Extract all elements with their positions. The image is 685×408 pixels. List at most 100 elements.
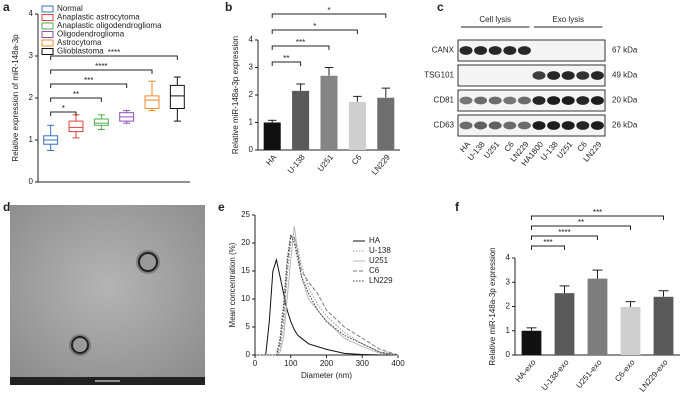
legend-label: U251 xyxy=(369,256,389,265)
significance-label: *** xyxy=(543,238,552,247)
significance-label: * xyxy=(327,6,330,15)
lane-label: U-138 xyxy=(466,139,487,162)
significance-bracket xyxy=(271,61,302,66)
band xyxy=(474,121,488,130)
significance-label: *** xyxy=(296,38,305,47)
band xyxy=(576,71,590,80)
y-tick-label: 10 xyxy=(241,294,250,303)
significance-label: *** xyxy=(593,208,602,217)
chart-panel: e 0 5 10 15 20 25 Mean concentration (%) 0 100 200… xyxy=(218,200,405,380)
x-tick-label: HA-exo xyxy=(514,357,538,384)
x-tick-label: LN229 xyxy=(370,152,392,176)
y-tick-label: 1 xyxy=(249,118,254,127)
legend-swatch xyxy=(41,31,54,38)
band xyxy=(459,46,473,55)
y-tick-label: 2 xyxy=(506,302,511,311)
y-tick-label: 0 xyxy=(29,177,34,186)
y-tick-label: 4 xyxy=(506,253,511,262)
y-tick-label: 0 xyxy=(249,145,254,154)
y-tick-label: 3 xyxy=(506,277,511,286)
bar xyxy=(348,101,366,150)
significance-bracket xyxy=(531,245,565,250)
band xyxy=(459,121,473,130)
y-tick-label: 5 xyxy=(246,322,251,331)
bar xyxy=(620,306,641,355)
x-tick-label: U-138-exo xyxy=(540,357,571,392)
group-label: Cell lysis xyxy=(479,15,511,24)
row-size: 67 kDa xyxy=(612,46,638,55)
box xyxy=(68,120,84,133)
band xyxy=(532,96,546,105)
x-tick-label: 300 xyxy=(356,359,370,368)
legend-label: HA xyxy=(369,236,381,245)
bar xyxy=(521,330,542,355)
band xyxy=(590,96,604,105)
band xyxy=(474,96,488,105)
scale-bar-label: 100 nm xyxy=(122,378,139,384)
x-tick-label: U251-exo xyxy=(574,357,604,390)
box xyxy=(93,118,109,126)
row-label: CANX xyxy=(432,46,455,55)
band xyxy=(488,121,502,130)
y-tick-label: 15 xyxy=(241,266,250,275)
x-tick-label: 200 xyxy=(320,359,334,368)
y-tick-label: 2 xyxy=(249,90,254,99)
blot-strip xyxy=(457,89,606,112)
y-tick-label: 3 xyxy=(249,63,254,72)
lane-label: U-138 xyxy=(539,139,560,162)
series-line xyxy=(255,257,398,356)
significance-bracket xyxy=(50,83,128,88)
blot-panel: c Cell lysis Exo lysis CANX 67 kDa TSG101 49 k… xyxy=(424,0,638,168)
group-label: Exo lysis xyxy=(552,15,584,24)
panel-letter: b xyxy=(225,0,232,14)
bar xyxy=(320,75,338,150)
legend-label: Anaplastic oligodendroglioma xyxy=(57,21,162,30)
micrograph-image xyxy=(10,205,205,385)
band xyxy=(488,46,502,55)
blot-strip xyxy=(457,39,606,62)
band xyxy=(517,121,531,130)
y-tick-label: 3 xyxy=(29,51,34,60)
y-axis-label: Mean concentration (%) xyxy=(228,242,237,327)
y-tick-label: 4 xyxy=(29,9,34,18)
significance-label: *** xyxy=(84,76,93,85)
legend-label: Normal xyxy=(57,4,83,13)
legend-label: U-138 xyxy=(369,246,391,255)
band xyxy=(474,46,488,55)
y-tick-label: 25 xyxy=(241,210,250,219)
box xyxy=(169,84,185,110)
x-tick-label: C6 xyxy=(350,152,364,166)
x-tick-label: LN229-exo xyxy=(638,357,670,393)
blot-strip xyxy=(457,64,606,87)
band xyxy=(488,96,502,105)
box xyxy=(144,95,160,110)
band xyxy=(547,121,561,130)
y-tick-label: 0 xyxy=(246,350,251,359)
micrograph-panel: d 100 nm xyxy=(3,200,205,385)
significance-bracket xyxy=(50,69,153,74)
y-axis-label: Relative miR-148a-3p expression xyxy=(231,36,240,154)
x-tick-label: 0 xyxy=(253,359,258,368)
legend-label: Astrocytoma xyxy=(57,38,102,47)
row-size: 20 kDa xyxy=(612,96,638,105)
band xyxy=(547,71,561,80)
lane-label: U251 xyxy=(555,139,575,160)
significance-bracket xyxy=(531,225,631,230)
panel-letter: c xyxy=(437,0,444,14)
legend-label: Anaplastic astrocytoma xyxy=(57,13,140,22)
significance-label: * xyxy=(62,104,65,113)
row-size: 49 kDa xyxy=(612,71,638,80)
row-label: CD63 xyxy=(434,121,455,130)
legend-swatch xyxy=(41,22,54,30)
vesicle xyxy=(138,252,158,272)
significance-label: **** xyxy=(95,62,107,71)
band xyxy=(547,96,561,105)
significance-label: ** xyxy=(73,90,79,99)
row-label: CD81 xyxy=(434,96,455,105)
band xyxy=(561,71,575,80)
bar xyxy=(653,296,674,355)
lane-label: U251 xyxy=(482,139,502,160)
band xyxy=(561,96,575,105)
bar xyxy=(292,90,310,150)
chart-panel: f 0 1 2 3 4 Relative miR-148a-3p expression HA-… xyxy=(455,200,680,394)
